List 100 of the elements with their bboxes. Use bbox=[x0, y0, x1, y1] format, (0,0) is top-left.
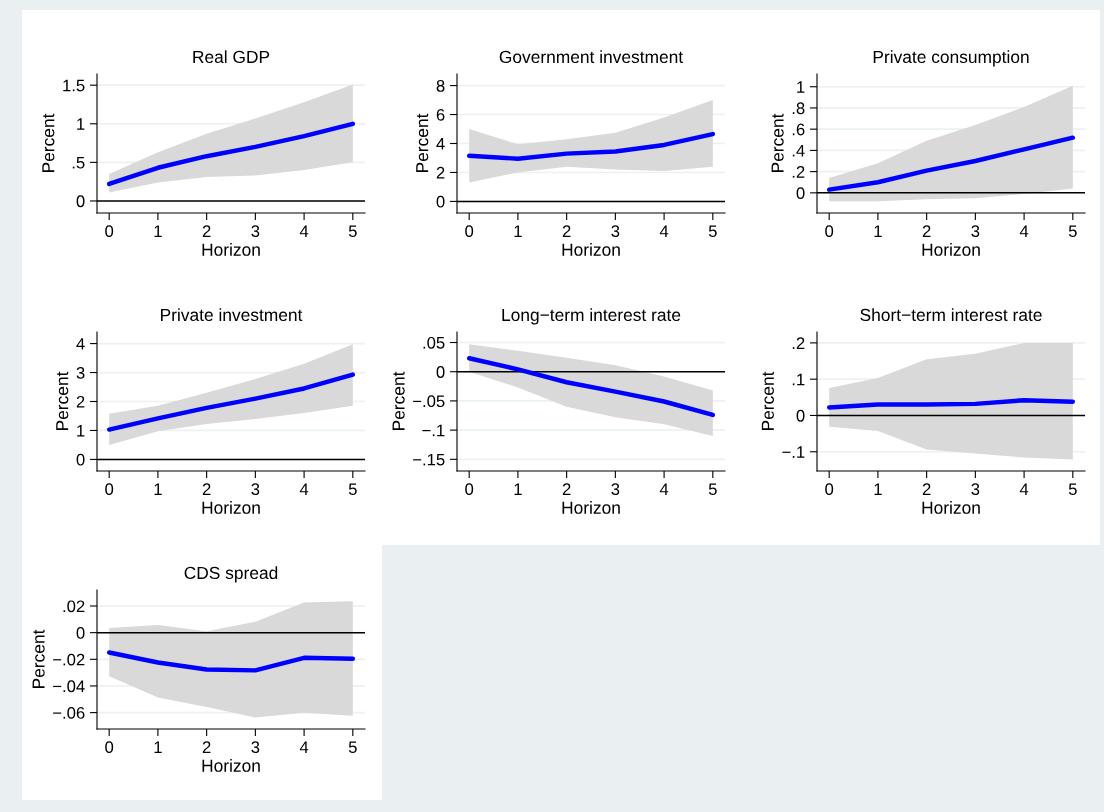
x-tick-label: 2 bbox=[562, 225, 571, 237]
line-series bbox=[826, 398, 1076, 410]
y-tick-label: 1 bbox=[797, 81, 805, 93]
x-axis-title: Horizon bbox=[202, 243, 260, 256]
x-tick-label: 4 bbox=[659, 483, 669, 495]
x-tick-label: 0 bbox=[105, 741, 114, 754]
y-tick-label: 0 bbox=[796, 409, 805, 422]
chart-title: Government investment bbox=[499, 50, 684, 64]
chart-title: Private investment bbox=[161, 308, 303, 322]
x-tick-label: 4 bbox=[299, 741, 309, 753]
y-tick-label: 1.5 bbox=[63, 79, 85, 92]
line-series bbox=[106, 650, 356, 673]
x-tick-label: 2 bbox=[202, 741, 211, 753]
line-series bbox=[466, 131, 716, 161]
x-tick-label: 1 bbox=[154, 741, 162, 753]
y-tick-label: 2 bbox=[76, 395, 85, 408]
y-axis-title: Percent bbox=[56, 371, 69, 430]
y-tick-label: 4 bbox=[436, 138, 445, 150]
y-tick-label: −.1 bbox=[782, 446, 805, 458]
y-tick-label: 0 bbox=[796, 187, 805, 200]
x-tick-label: 3 bbox=[251, 483, 260, 496]
x-tick-label: 0 bbox=[465, 483, 474, 496]
x-tick-label: 1 bbox=[514, 225, 522, 237]
x-tick-label: 3 bbox=[611, 225, 620, 238]
x-tick-label: 2 bbox=[202, 225, 211, 237]
x-tick-label: 0 bbox=[825, 483, 834, 496]
x-tick-label: 3 bbox=[251, 741, 260, 754]
x-tick-label: 1 bbox=[154, 483, 162, 495]
y-axis-title: Percent bbox=[392, 371, 405, 430]
x-tick-label: 3 bbox=[251, 225, 260, 238]
x-tick-label: 2 bbox=[922, 225, 931, 237]
x-tick-label: 5 bbox=[1068, 483, 1077, 496]
y-tick-label: .4 bbox=[792, 144, 805, 157]
y-tick-label: −.05 bbox=[413, 395, 445, 408]
x-tick-label: 1 bbox=[874, 483, 882, 495]
y-tick-label: 2 bbox=[436, 166, 445, 179]
y-tick-label: 0 bbox=[76, 195, 85, 208]
y-axis-title: Percent bbox=[761, 371, 774, 430]
y-tick-label: .02 bbox=[63, 600, 85, 613]
x-tick-label: 1 bbox=[874, 225, 882, 237]
chart-title: Real GDP bbox=[193, 50, 270, 64]
x-tick-label: 2 bbox=[562, 483, 571, 495]
y-tick-label: 0 bbox=[436, 366, 445, 378]
x-tick-label: 4 bbox=[1019, 483, 1029, 495]
y-tick-label: −.06 bbox=[53, 707, 85, 719]
chart-title: Long−term interest rate bbox=[502, 308, 681, 325]
line-series bbox=[106, 121, 356, 187]
x-axis-title: Horizon bbox=[202, 759, 260, 772]
x-tick-label: 1 bbox=[154, 225, 162, 237]
y-tick-label: .5 bbox=[72, 156, 85, 169]
x-tick-label: 4 bbox=[299, 483, 309, 495]
chart-title: Short−term interest rate bbox=[860, 308, 1042, 322]
x-tick-label: 0 bbox=[105, 225, 114, 238]
y-tick-label: 1 bbox=[77, 425, 85, 437]
x-tick-label: 4 bbox=[659, 225, 669, 237]
x-tick-label: 5 bbox=[348, 741, 357, 754]
x-tick-label: 4 bbox=[1019, 225, 1029, 237]
y-tick-label: 4 bbox=[76, 338, 85, 350]
y-tick-label: .6 bbox=[792, 123, 805, 136]
y-tick-label: 3 bbox=[76, 366, 85, 379]
line-series bbox=[826, 135, 1076, 192]
x-tick-label: 3 bbox=[611, 483, 620, 496]
x-axis-title: Horizon bbox=[562, 501, 620, 514]
y-tick-label: −.02 bbox=[53, 653, 85, 666]
x-axis-title: Horizon bbox=[922, 243, 980, 256]
x-tick-label: 5 bbox=[708, 483, 717, 496]
x-tick-label: 3 bbox=[971, 225, 980, 238]
y-tick-label: .2 bbox=[792, 337, 805, 349]
y-tick-label: 8 bbox=[436, 79, 445, 92]
x-tick-label: 5 bbox=[348, 225, 357, 238]
x-tick-label: 0 bbox=[105, 483, 114, 496]
x-tick-label: 5 bbox=[348, 483, 357, 496]
x-tick-label: 5 bbox=[708, 225, 717, 238]
line-series bbox=[106, 372, 356, 432]
y-tick-label: 0 bbox=[436, 195, 445, 208]
y-tick-label: 0 bbox=[76, 453, 85, 466]
x-axis-title: Horizon bbox=[202, 501, 260, 514]
x-tick-label: 1 bbox=[514, 483, 522, 495]
y-axis-title: Percent bbox=[42, 113, 55, 172]
y-tick-label: 6 bbox=[436, 108, 445, 121]
x-axis-title: Horizon bbox=[922, 501, 980, 514]
y-tick-label: −.04 bbox=[53, 680, 85, 693]
x-tick-label: 3 bbox=[971, 483, 980, 496]
y-tick-label: −.15 bbox=[413, 453, 445, 466]
x-tick-label: 2 bbox=[202, 483, 211, 495]
y-axis-title: Percent bbox=[771, 113, 784, 172]
y-tick-label: .05 bbox=[423, 336, 445, 349]
x-tick-label: 0 bbox=[465, 225, 474, 238]
y-tick-label: .2 bbox=[792, 166, 805, 178]
y-tick-label: .8 bbox=[792, 102, 805, 115]
y-tick-label: 1 bbox=[77, 118, 85, 130]
y-tick-label: .1 bbox=[792, 373, 805, 386]
x-tick-label: 4 bbox=[299, 225, 309, 237]
chart-title: CDS spread bbox=[184, 566, 278, 583]
x-axis-title: Horizon bbox=[562, 243, 620, 256]
y-tick-label: 0 bbox=[76, 627, 85, 639]
line-series bbox=[466, 356, 716, 418]
y-axis-title: Percent bbox=[416, 113, 429, 172]
x-tick-label: 0 bbox=[825, 225, 834, 238]
y-tick-label: −.1 bbox=[422, 424, 445, 437]
